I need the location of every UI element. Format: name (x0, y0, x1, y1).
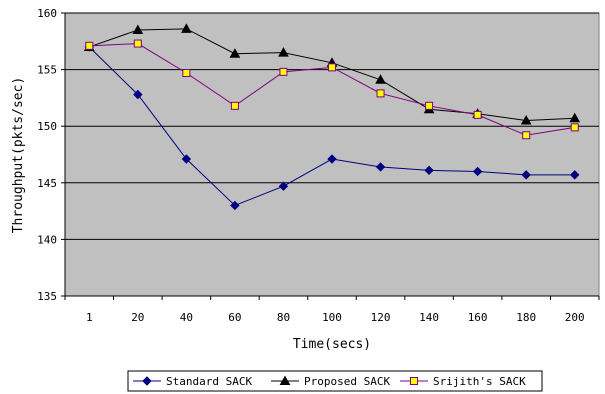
x-tick-label-160: 160 (468, 311, 488, 324)
legend-item-proposed-sack: Proposed SACK (271, 375, 390, 388)
data-point-standard-sack (133, 89, 143, 100)
data-point-proposed-sack (520, 115, 532, 125)
legend-items: Standard SACK Proposed SACK Srijith's SACK (133, 375, 526, 388)
legend-swatch-marker (410, 377, 418, 385)
data-point-standard-sack (230, 200, 240, 211)
data-point-srijith-s-sack (376, 89, 385, 98)
data-point-proposed-sack (278, 47, 289, 57)
data-point-srijith-s-sack (425, 101, 434, 110)
data-point-standard-sack (327, 154, 337, 164)
legend-item-standard-sack: Standard SACK (133, 375, 252, 388)
data-point-standard-sack (424, 165, 434, 176)
data-series (83, 23, 581, 211)
x-tick-label-1: 1 (86, 311, 93, 324)
gridlines (65, 12, 599, 240)
legend-box (127, 370, 543, 392)
data-point-srijith-s-sack (328, 63, 336, 72)
x-axis-title: Time(secs) (293, 337, 371, 352)
x-tick-label-200: 200 (565, 311, 585, 324)
legend-label-srijith-s-sack: Srijith's SACK (433, 375, 526, 388)
data-point-standard-sack (375, 162, 386, 172)
data-point-standard-sack (181, 154, 192, 164)
data-point-proposed-sack (569, 112, 581, 123)
data-point-srijith-s-sack (522, 131, 531, 140)
data-point-standard-sack (521, 170, 531, 180)
legend-label-standard-sack: Standard SACK (166, 375, 252, 388)
legend-swatch-marker (142, 376, 152, 386)
y-tick-label-160: 160 (37, 7, 57, 20)
x-tick-label-140: 140 (419, 311, 439, 324)
legend-label-proposed-sack: Proposed SACK (304, 375, 390, 388)
y-axis-title: Throughput(pkts/sec) (11, 77, 26, 234)
data-point-proposed-sack (229, 48, 241, 58)
axes (64, 13, 599, 297)
legend: Standard SACK Proposed SACK Srijith's SACK (127, 370, 543, 392)
data-point-proposed-sack (181, 23, 192, 33)
y-axis-ticks: 135 140 145 150 155 160 (37, 7, 65, 303)
y-tick-label-155: 155 (37, 64, 57, 77)
data-point-srijith-s-sack (570, 123, 579, 132)
x-tick-label-40: 40 (180, 311, 193, 324)
data-point-proposed-sack (132, 24, 144, 34)
x-tick-label-180: 180 (516, 311, 536, 324)
data-point-srijith-s-sack (85, 41, 94, 50)
series-srijith-s-sack (85, 39, 579, 140)
x-tick-label-80: 80 (277, 311, 290, 324)
x-tick-label-120: 120 (371, 311, 391, 324)
data-point-standard-sack (570, 170, 580, 180)
x-tick-label-100: 100 (322, 311, 342, 324)
data-point-standard-sack (472, 166, 483, 177)
data-point-standard-sack (278, 181, 289, 191)
data-point-srijith-s-sack (133, 39, 142, 48)
legend-item-srijith-s-sack: Srijith's SACK (400, 375, 526, 388)
y-tick-label-150: 150 (37, 120, 57, 133)
x-tick-label-60: 60 (228, 311, 241, 324)
x-tick-label-20: 20 (131, 311, 144, 324)
data-point-srijith-s-sack (279, 67, 288, 76)
y-tick-label-140: 140 (37, 233, 57, 246)
legend-swatch-marker (279, 375, 291, 385)
x-axis-ticks: 1 20 40 60 80 100 120 140 160 180 200 (64, 296, 600, 324)
data-point-srijith-s-sack (473, 110, 482, 119)
data-point-proposed-sack (375, 74, 386, 84)
data-point-srijith-s-sack (230, 101, 239, 110)
y-tick-label-145: 145 (37, 177, 57, 190)
data-point-srijith-s-sack (182, 68, 191, 77)
y-tick-label-135: 135 (37, 290, 57, 303)
